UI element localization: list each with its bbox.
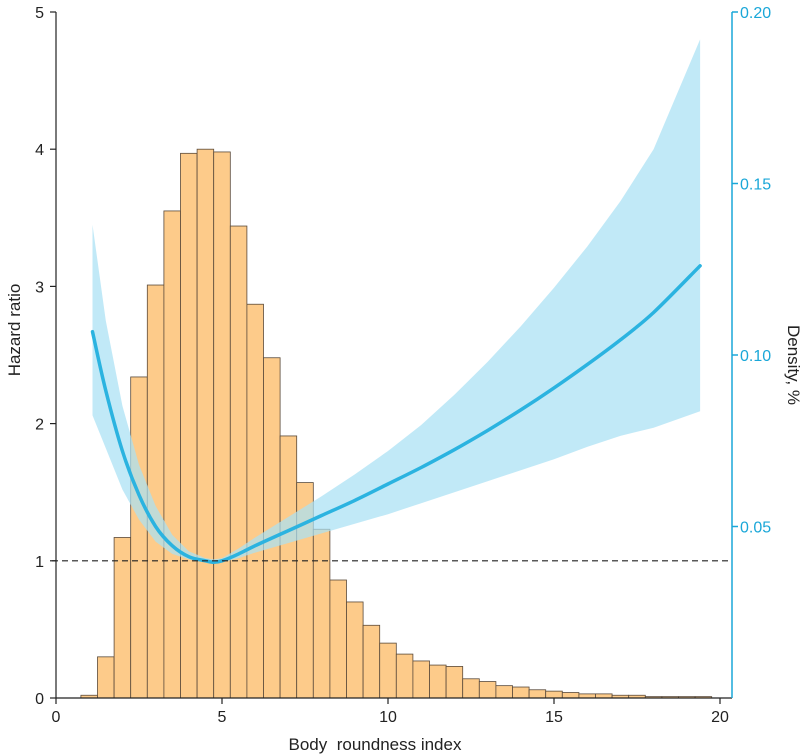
- histogram-bar: [445, 666, 464, 699]
- x-tick-label: 15: [545, 709, 563, 726]
- histogram-bar: [113, 537, 132, 699]
- histogram-bar: [312, 528, 331, 699]
- y-tick-label: 5: [35, 5, 44, 22]
- y-axis-title: Hazard ratio: [5, 284, 24, 377]
- histogram-bar: [462, 678, 480, 699]
- y2-tick-label: 0.20: [740, 5, 771, 22]
- histogram-bar: [180, 152, 198, 699]
- histogram-bar: [412, 660, 430, 699]
- histogram-bar: [429, 664, 447, 699]
- y-tick-label: 1: [35, 554, 44, 571]
- y-tick-label: 2: [35, 417, 44, 434]
- histogram-bar: [346, 601, 364, 699]
- x-tick-label: 5: [218, 709, 227, 726]
- histogram-bar: [395, 653, 414, 699]
- histogram-bar: [545, 690, 563, 699]
- histogram-bar: [246, 303, 264, 699]
- histogram-bar: [495, 685, 513, 699]
- x-tick-label: 10: [379, 709, 397, 726]
- histogram-bar: [146, 284, 165, 699]
- y2-axis-title: Density, %: [784, 325, 803, 405]
- histogram-bar: [130, 376, 148, 699]
- histogram: [80, 148, 713, 699]
- ci-band-area: [92, 39, 701, 564]
- histogram-bar: [279, 435, 298, 699]
- x-tick-label: 20: [711, 709, 729, 726]
- histogram-bar: [379, 642, 397, 699]
- histogram-bar: [213, 151, 231, 699]
- histogram-bar: [163, 210, 181, 699]
- histogram-bar: [329, 579, 347, 699]
- confidence-band: [92, 39, 701, 564]
- y2-tick-label: 0.05: [740, 520, 771, 537]
- histogram-bar: [512, 686, 530, 699]
- tick-labels: 0 1 2 3 4 5 0 5 10 15 20 0.05 0.10 0.15 0.20: [35, 5, 771, 726]
- histogram-bar: [362, 624, 381, 699]
- histogram-bar: [595, 693, 613, 699]
- histogram-bar: [561, 692, 580, 699]
- y2-tick-label: 0.10: [740, 348, 771, 365]
- x-axis-title: Body roundness index: [289, 735, 462, 754]
- axes: [50, 11, 738, 704]
- histogram-bar: [229, 225, 248, 699]
- histogram-bar: [97, 656, 115, 699]
- y-tick-label: 3: [35, 279, 44, 296]
- y2-tick-label: 0.15: [740, 177, 771, 194]
- histogram-bar: [478, 681, 497, 699]
- hazard-curve: [90, 264, 702, 564]
- y-tick-label: 0: [35, 691, 44, 708]
- histogram-bar: [196, 148, 215, 699]
- histogram-bar: [528, 689, 547, 699]
- hazard-curve-group: [90, 264, 702, 564]
- y-tick-label: 4: [35, 142, 44, 159]
- histogram-bar: [578, 693, 596, 699]
- x-tick-label: 0: [52, 709, 61, 726]
